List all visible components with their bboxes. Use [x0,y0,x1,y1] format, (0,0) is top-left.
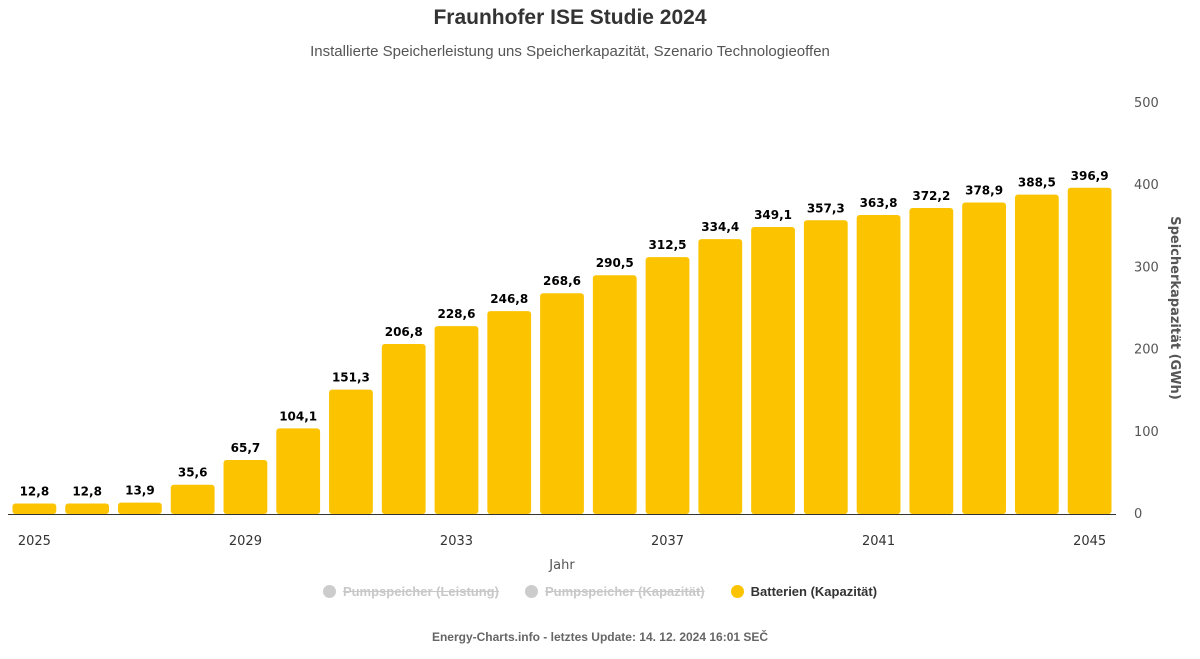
chart-title: Fraunhofer ISE Studie 2024 [433,6,707,29]
legend-label: Pumpspeicher (Kapazität) [544,584,705,599]
bar[interactable] [223,459,268,514]
credits[interactable]: Energy-Charts.info - letztes Update: 14.… [431,630,769,644]
bar[interactable] [909,208,954,515]
y-tick-label: 400 [1134,178,1159,193]
legend-marker-icon [730,585,744,598]
bar[interactable] [645,257,690,515]
x-tick-label: 2033 [440,534,473,549]
data-label: 13,9 [125,484,155,498]
bar[interactable] [381,344,426,514]
y-tick-label: 500 [1134,96,1159,111]
y-axis-title: Speicherkapazität (GWh) [1167,216,1182,400]
bar[interactable] [698,239,743,514]
data-label: 268,6 [543,274,581,288]
y-tick-label: 200 [1134,343,1159,358]
legend-marker-icon [322,585,336,598]
bar[interactable] [592,275,637,514]
x-tick-label: 2045 [1073,534,1106,549]
bar[interactable] [803,220,848,515]
x-tick-label: 2025 [18,534,51,549]
legend-label: Batterien (Kapazität) [750,584,878,599]
data-label: 12,8 [72,484,102,498]
x-tick-label: 2037 [651,534,684,549]
y-tick-label: 0 [1134,507,1142,522]
data-label: 334,4 [701,220,739,234]
data-label: 388,5 [1018,176,1056,190]
legend: Pumpspeicher (Leistung) Pumpspeicher (Ka… [0,584,1200,599]
y-tick-label: 300 [1134,260,1159,275]
bar[interactable] [487,311,532,514]
bar[interactable] [276,428,321,514]
bar[interactable] [434,326,479,514]
data-label: 357,3 [807,201,845,215]
bar[interactable] [329,389,373,514]
data-label: 35,6 [178,466,208,480]
data-label: 151,3 [332,371,370,385]
y-tick-label: 100 [1134,425,1159,440]
bar[interactable] [12,503,57,514]
legend-item-pumpspeicher-leistung[interactable]: Pumpspeicher (Leistung) [322,584,499,599]
data-label: 12,8 [20,484,50,498]
x-axis-title: Jahr [548,558,575,573]
bar[interactable] [540,293,584,514]
data-label: 372,2 [912,189,950,203]
bar[interactable] [170,484,215,514]
data-label: 246,8 [490,292,528,306]
chart-subtitle: Installierte Speicherleistung uns Speich… [310,43,830,60]
bar[interactable] [1014,194,1059,514]
bar-chart: 12,8 12,8 13,9 35,6 65,7 104,1 151,3 206,8 228,6… [8,96,1182,573]
data-label: 206,8 [385,325,423,339]
legend-item-batterien-kapazitaet[interactable]: Batterien (Kapazität) [730,584,878,599]
data-label: 228,6 [437,307,475,321]
data-label: 363,8 [860,196,898,210]
x-tick-label: 2041 [862,534,895,549]
data-label: 65,7 [231,441,261,455]
bar[interactable] [65,503,110,514]
data-label: 378,9 [965,184,1003,198]
bar[interactable] [962,202,1006,515]
data-label: 349,1 [754,208,792,222]
data-label: 290,5 [596,256,634,270]
data-label: 312,5 [649,238,687,252]
bar[interactable] [751,227,795,515]
bar[interactable] [118,502,162,514]
data-label: 396,9 [1071,169,1109,183]
bar[interactable] [856,214,901,514]
legend-marker-icon [524,585,538,598]
x-tick-label: 2029 [229,534,262,549]
bar[interactable] [1067,187,1112,514]
data-label: 104,1 [279,409,317,423]
legend-label: Pumpspeicher (Leistung) [342,584,499,599]
legend-item-pumpspeicher-kapazitaet[interactable]: Pumpspeicher (Kapazität) [524,584,705,599]
